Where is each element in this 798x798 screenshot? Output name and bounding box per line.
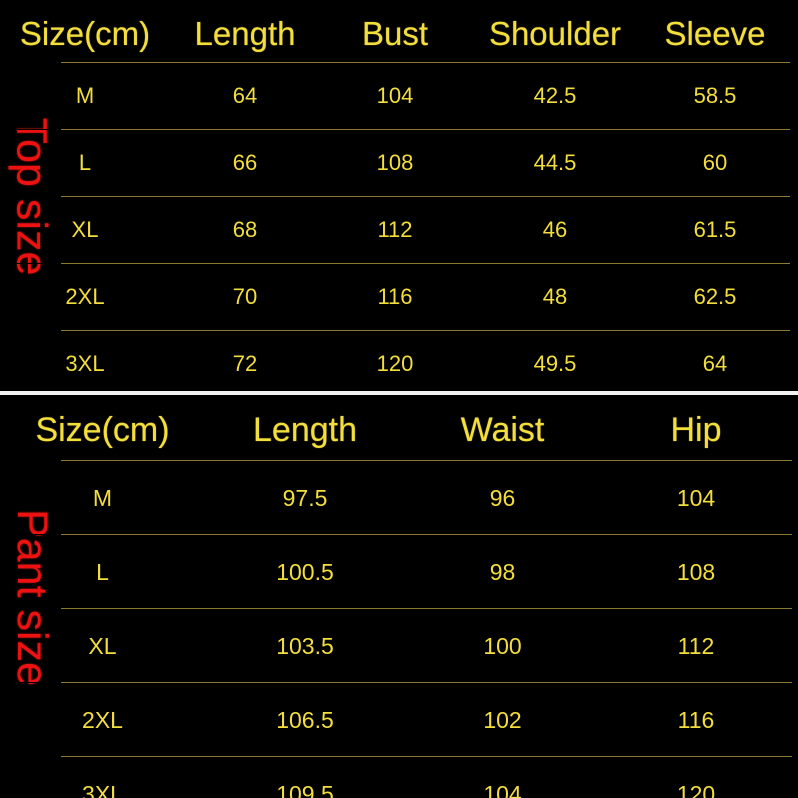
cell-hip: 120 — [600, 756, 792, 798]
table-row: 2XL 106.5 102 116 — [0, 682, 792, 757]
cell-bust: 108 — [320, 129, 470, 197]
cell-size: L — [0, 129, 170, 197]
cell-length: 64 — [170, 62, 320, 130]
cell-sleeve: 61.5 — [640, 196, 790, 264]
pant-size-table-body: M 97.5 96 104 L 100.5 98 108 XL 103.5 10… — [0, 460, 792, 798]
column-header-sleeve: Sleeve — [664, 14, 766, 52]
cell-hip: 104 — [600, 460, 792, 535]
cell-waist: 104 — [405, 756, 600, 798]
cell-bust: 120 — [320, 330, 470, 392]
cell-length: 103.5 — [205, 608, 405, 683]
cell-waist: 100 — [405, 608, 600, 683]
cell-shoulder: 48 — [470, 263, 640, 331]
column-header-shoulder: Shoulder — [488, 14, 622, 52]
cell-shoulder: 46 — [470, 196, 640, 264]
cell-size: 2XL — [0, 682, 205, 757]
cell-size: 3XL — [0, 756, 205, 798]
table-row: XL 103.5 100 112 — [0, 608, 792, 683]
top-size-table: Size(cm) Length Bust Shoulder Sleeve M 6… — [0, 4, 790, 392]
cell-shoulder: 44.5 — [470, 129, 640, 197]
top-size-table-head: Size(cm) Length Bust Shoulder Sleeve — [0, 4, 790, 63]
cell-sleeve: 62.5 — [640, 263, 790, 331]
table-row: 3XL 72 120 49.5 64 — [0, 330, 790, 392]
cell-size: XL — [0, 608, 205, 683]
table-row: 3XL 109.5 104 120 — [0, 756, 792, 798]
table-row: 2XL 70 116 48 62.5 — [0, 263, 790, 331]
cell-length: 66 — [170, 129, 320, 197]
table-row: L 66 108 44.5 60 — [0, 129, 790, 197]
cell-length: 70 — [170, 263, 320, 331]
cell-length: 72 — [170, 330, 320, 392]
cell-size: XL — [0, 196, 170, 264]
cell-sleeve: 58.5 — [640, 62, 790, 130]
table-header-row: Size(cm) Length Waist Hip — [0, 400, 792, 461]
cell-waist: 98 — [405, 534, 600, 609]
cell-sleeve: 64 — [640, 330, 790, 392]
pant-size-section: Pant size Size(cm) Length Waist Hip M 97… — [0, 396, 798, 798]
top-size-section: Top size Size(cm) Length Bust Shoulder S… — [0, 0, 798, 392]
cell-length: 106.5 — [205, 682, 405, 757]
cell-waist: 96 — [405, 460, 600, 535]
column-header-length: Length — [253, 410, 357, 449]
cell-length: 68 — [170, 196, 320, 264]
cell-shoulder: 49.5 — [470, 330, 640, 392]
column-header-hip: Hip — [670, 410, 722, 449]
cell-sleeve: 60 — [640, 129, 790, 197]
pant-size-table-head: Size(cm) Length Waist Hip — [0, 400, 792, 461]
table-header-row: Size(cm) Length Bust Shoulder Sleeve — [0, 4, 790, 63]
cell-waist: 102 — [405, 682, 600, 757]
table-row: L 100.5 98 108 — [0, 534, 792, 609]
table-row: M 64 104 42.5 58.5 — [0, 62, 790, 130]
cell-length: 100.5 — [205, 534, 405, 609]
column-header-size: Size(cm) — [19, 14, 151, 52]
pant-size-table: Size(cm) Length Waist Hip M 97.5 96 104 … — [0, 400, 792, 798]
column-header-waist: Waist — [460, 410, 545, 449]
cell-size: 3XL — [0, 330, 170, 392]
cell-hip: 108 — [600, 534, 792, 609]
cell-hip: 116 — [600, 682, 792, 757]
cell-bust: 116 — [320, 263, 470, 331]
column-header-size: Size(cm) — [35, 410, 170, 449]
cell-size: M — [0, 62, 170, 130]
cell-shoulder: 42.5 — [470, 62, 640, 130]
cell-hip: 112 — [600, 608, 792, 683]
top-size-table-body: M 64 104 42.5 58.5 L 66 108 44.5 60 XL 6… — [0, 62, 790, 392]
cell-size: M — [0, 460, 205, 535]
section-separator — [0, 391, 798, 395]
table-row: XL 68 112 46 61.5 — [0, 196, 790, 264]
cell-size: L — [0, 534, 205, 609]
cell-bust: 104 — [320, 62, 470, 130]
column-header-bust: Bust — [361, 14, 429, 52]
cell-length: 109.5 — [205, 756, 405, 798]
cell-bust: 112 — [320, 196, 470, 264]
table-row: M 97.5 96 104 — [0, 460, 792, 535]
cell-length: 97.5 — [205, 460, 405, 535]
column-header-length: Length — [194, 14, 296, 52]
cell-size: 2XL — [0, 263, 170, 331]
